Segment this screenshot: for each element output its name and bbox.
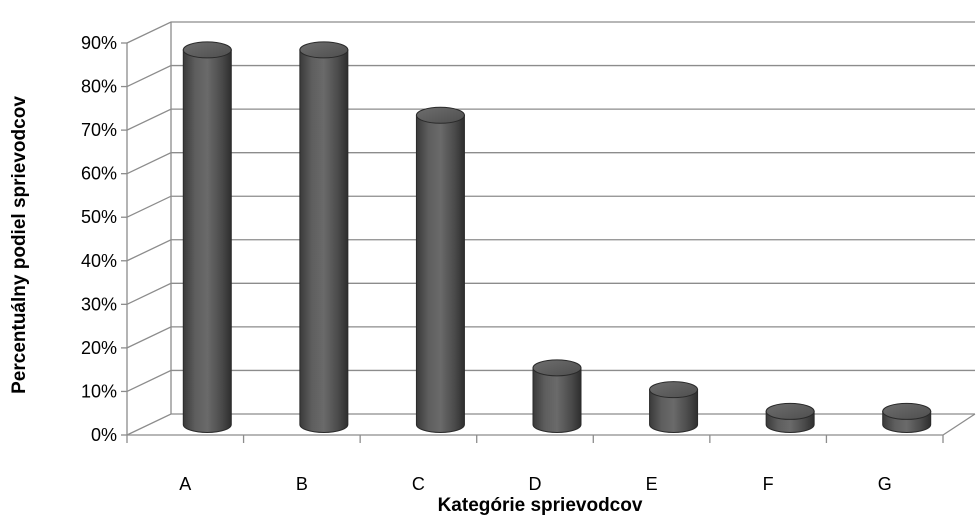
bar-cap bbox=[182, 41, 232, 59]
y-tick-label: 50% bbox=[81, 207, 117, 227]
y-tick-label: 60% bbox=[81, 164, 117, 184]
gridline bbox=[126, 282, 975, 305]
bar-body bbox=[299, 49, 349, 433]
bar-D bbox=[532, 359, 582, 433]
y-tick-label: 30% bbox=[81, 294, 117, 314]
y-tick-labels: 0% 10% 20% 30% 40% 50% 60% 70% 80% 90% bbox=[81, 33, 117, 445]
x-tick-label: D bbox=[529, 474, 542, 494]
x-tick-label: E bbox=[646, 474, 658, 494]
bar-cap bbox=[649, 381, 699, 399]
gridline bbox=[126, 239, 975, 262]
bar-cap bbox=[532, 359, 582, 377]
x-tick-labels: A B C D E F G bbox=[179, 474, 891, 494]
gridline bbox=[126, 64, 975, 88]
bar-body bbox=[649, 389, 699, 433]
x-tick-label: G bbox=[878, 474, 892, 494]
bar-body bbox=[415, 114, 465, 433]
gridline bbox=[126, 108, 975, 131]
bar-C bbox=[415, 106, 465, 433]
gridline bbox=[126, 326, 975, 349]
bar-body bbox=[532, 367, 582, 433]
plot-frame bbox=[126, 22, 976, 443]
bar-body bbox=[182, 49, 232, 433]
x-axis-title: Kategórie sprievodcov bbox=[438, 495, 643, 516]
y-tick-label: 40% bbox=[81, 251, 117, 271]
bar-B bbox=[299, 41, 349, 433]
y-axis-title: Percentuálny podiel sprievodcov bbox=[9, 96, 30, 394]
y-tick-label: 70% bbox=[81, 120, 117, 140]
y-tick-label: 20% bbox=[81, 338, 117, 358]
y-tick-label: 10% bbox=[81, 381, 117, 401]
y-tick-label: 0% bbox=[91, 425, 117, 445]
y-tick-label: 90% bbox=[81, 33, 117, 53]
x-tick-label: F bbox=[763, 474, 774, 494]
gridline bbox=[126, 21, 975, 44]
bars bbox=[182, 41, 932, 433]
bar-E bbox=[649, 381, 699, 433]
bar-G bbox=[882, 402, 932, 433]
bar-F bbox=[765, 402, 815, 433]
y-tick-label: 80% bbox=[81, 77, 117, 97]
x-tick-label: A bbox=[179, 474, 191, 494]
gridline bbox=[126, 152, 975, 175]
x-tick-label: B bbox=[296, 474, 308, 494]
x-tick-label: C bbox=[412, 474, 425, 494]
gridline bbox=[126, 195, 975, 218]
bar-A bbox=[182, 41, 232, 433]
bar-cap bbox=[299, 41, 349, 59]
bar-cap bbox=[765, 402, 815, 420]
bar-cap bbox=[882, 402, 932, 420]
bar-cap bbox=[415, 106, 465, 124]
